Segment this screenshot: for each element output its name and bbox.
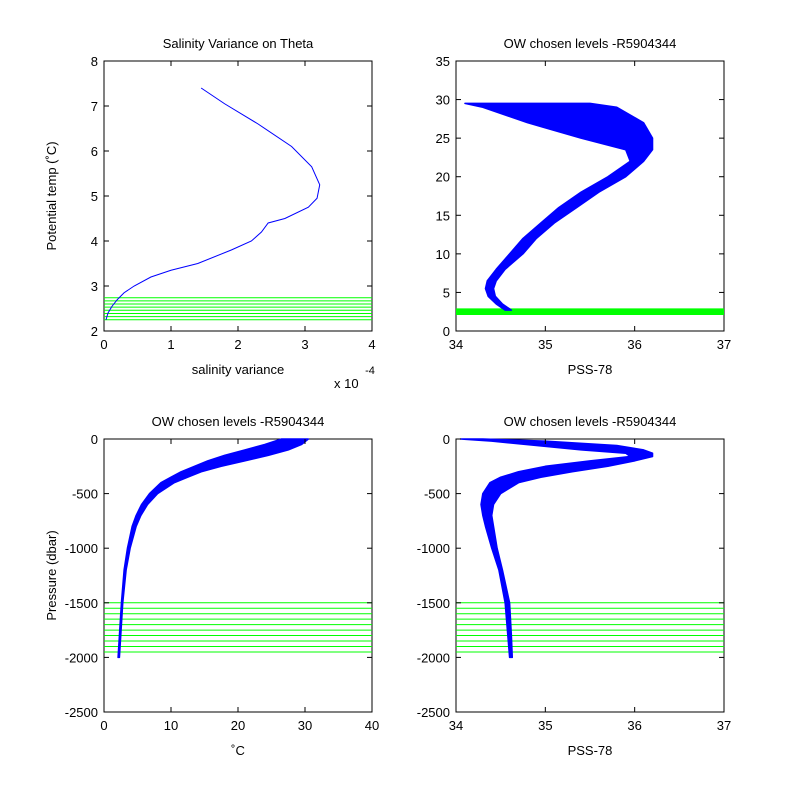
y-tick-label: 4 <box>91 234 98 249</box>
profile-envelope <box>117 438 310 659</box>
x-tick-label: 10 <box>164 718 178 733</box>
x-tick-label: 3 <box>301 337 308 352</box>
x-tick-label: 34 <box>449 337 463 352</box>
x-axis-multiplier: x 10 <box>334 376 359 391</box>
x-tick-label: 1 <box>167 337 174 352</box>
y-tick-label: 0 <box>443 432 450 447</box>
x-axis-label: PSS-78 <box>568 743 613 758</box>
y-tick-label: 5 <box>443 285 450 300</box>
profile-envelope <box>464 102 654 311</box>
chart-title: OW chosen levels -R5904344 <box>504 36 677 51</box>
y-tick-label: 7 <box>91 99 98 114</box>
y-tick-label: -1000 <box>417 541 450 556</box>
y-tick-label: 8 <box>91 54 98 69</box>
y-tick-label: 20 <box>436 170 450 185</box>
chart-title: OW chosen levels -R5904344 <box>152 414 325 429</box>
y-tick-label: -2500 <box>65 705 98 720</box>
y-tick-label: 6 <box>91 144 98 159</box>
plot-area <box>103 60 373 332</box>
y-tick-label: 2 <box>91 324 98 339</box>
profile-line <box>105 87 321 320</box>
y-tick-label: -2000 <box>65 650 98 665</box>
x-tick-label: 37 <box>717 718 731 733</box>
x-tick-label: 36 <box>627 337 641 352</box>
y-tick-label: -2500 <box>417 705 450 720</box>
x-tick-label: 35 <box>538 337 552 352</box>
y-tick-label: 3 <box>91 279 98 294</box>
x-tick-label: 34 <box>449 718 463 733</box>
x-tick-label: 20 <box>231 718 245 733</box>
plot-area <box>103 438 373 713</box>
y-tick-label: 0 <box>91 432 98 447</box>
y-tick-label: -1000 <box>65 541 98 556</box>
y-axis-label: Pressure (dbar) <box>44 530 59 620</box>
chart-1 <box>103 60 373 332</box>
y-tick-label: -1500 <box>417 596 450 611</box>
y-tick-label: -1500 <box>65 596 98 611</box>
y-tick-label: -500 <box>424 487 450 502</box>
y-tick-label: 10 <box>436 247 450 262</box>
chart-3 <box>103 438 373 713</box>
x-tick-label: 35 <box>538 718 552 733</box>
y-tick-label: 0 <box>443 324 450 339</box>
x-tick-label: 30 <box>298 718 312 733</box>
x-tick-label: 0 <box>100 718 107 733</box>
y-tick-label: 30 <box>436 93 450 108</box>
chart-2 <box>455 60 725 332</box>
profile-envelope <box>459 438 654 659</box>
y-tick-label: 35 <box>436 54 450 69</box>
chart-4 <box>455 438 725 713</box>
x-tick-label: 2 <box>234 337 241 352</box>
x-tick-label: 0 <box>100 337 107 352</box>
x-tick-label: 40 <box>365 718 379 733</box>
y-tick-label: 25 <box>436 131 450 146</box>
x-axis-label: salinity variance <box>192 362 285 377</box>
y-axis-label: Potential temp (˚C) <box>44 141 59 250</box>
x-tick-label: 37 <box>717 337 731 352</box>
x-tick-label: 36 <box>627 718 641 733</box>
x-axis-exponent: -4 <box>365 365 375 377</box>
y-tick-label: -500 <box>72 487 98 502</box>
x-axis-label: PSS-78 <box>568 362 613 377</box>
y-tick-label: 15 <box>436 208 450 223</box>
x-tick-label: 4 <box>368 337 375 352</box>
y-tick-label: 5 <box>91 189 98 204</box>
y-tick-label: -2000 <box>417 650 450 665</box>
chart-title: OW chosen levels -R5904344 <box>504 414 677 429</box>
x-axis-label: ˚C <box>231 743 245 758</box>
chart-title: Salinity Variance on Theta <box>163 36 314 51</box>
